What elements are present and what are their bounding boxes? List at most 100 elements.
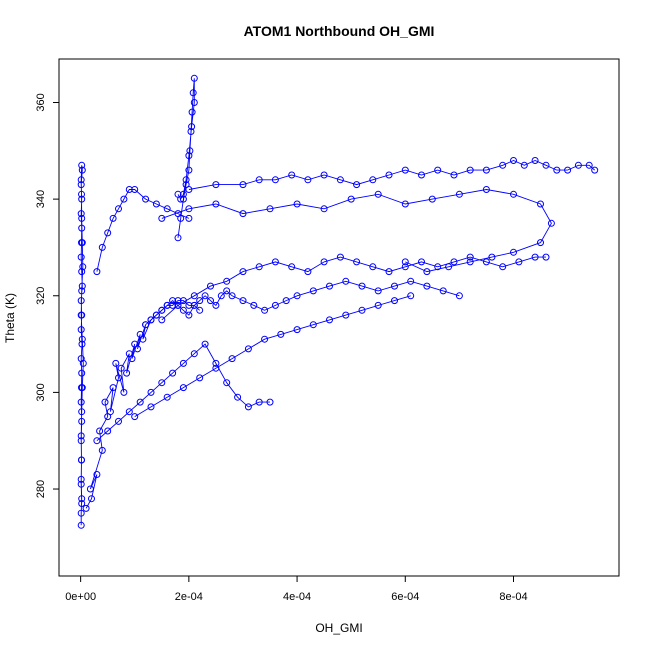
data-point — [293, 326, 301, 334]
data-point — [96, 427, 104, 435]
data-point — [78, 287, 86, 295]
data-point — [82, 504, 90, 512]
x-axis: 0e+00 2e-04 4e-04 6e-04 8e-04 — [65, 575, 528, 603]
data-point — [174, 297, 182, 305]
data-point — [304, 268, 312, 276]
data-series — [158, 253, 550, 324]
data-point — [450, 171, 458, 179]
data-point — [574, 161, 582, 169]
data-point — [115, 205, 122, 213]
data-point — [115, 374, 122, 382]
data-point — [120, 195, 128, 203]
data-point — [564, 166, 572, 174]
data-point — [104, 427, 112, 435]
data-point — [374, 287, 382, 295]
series-line — [134, 295, 411, 417]
y-axis-label: Theta (K) — [3, 293, 17, 343]
x-tick-label: 0e+00 — [65, 591, 96, 603]
data-point — [418, 171, 425, 179]
data-point — [78, 166, 86, 174]
data-point — [93, 437, 101, 445]
data-point — [499, 263, 507, 271]
data-point — [190, 99, 198, 106]
data-point — [86, 485, 94, 493]
data-point — [179, 384, 187, 392]
data-point — [374, 301, 382, 309]
data-point — [542, 253, 550, 261]
data-point — [293, 200, 301, 208]
data-point — [391, 297, 398, 305]
data-series — [93, 186, 193, 276]
x-axis-label: OH_GMI — [315, 621, 362, 635]
data-point — [531, 157, 539, 164]
data-point — [163, 393, 171, 401]
data-point — [125, 408, 133, 416]
data-point — [423, 282, 431, 290]
data-point — [77, 326, 85, 334]
data-point — [109, 384, 117, 392]
series-line — [96, 189, 190, 272]
data-point — [326, 316, 333, 324]
data-point — [239, 181, 247, 189]
data-point — [531, 253, 539, 261]
data-point — [182, 176, 190, 184]
data-point — [271, 301, 279, 309]
data-point — [93, 268, 101, 276]
data-point — [385, 268, 393, 276]
data-point — [320, 171, 328, 179]
data-point — [174, 301, 182, 309]
data-point — [88, 495, 95, 503]
data-point — [128, 355, 136, 363]
data-point — [261, 306, 269, 314]
data-point — [228, 355, 236, 363]
x-tick-label: 8e-04 — [499, 591, 527, 603]
data-point — [510, 190, 517, 198]
data-point — [185, 311, 193, 319]
data-point — [78, 282, 86, 290]
data-point — [147, 316, 155, 324]
y-axis: 280 300 320 340 360 — [35, 93, 60, 498]
data-point — [293, 292, 301, 300]
data-point — [163, 205, 171, 213]
data-point — [261, 335, 269, 343]
data-point — [542, 161, 550, 169]
data-point — [282, 297, 290, 305]
data-point — [169, 297, 177, 305]
y-tick-label: 320 — [35, 287, 47, 305]
data-point — [78, 495, 86, 503]
data-point — [358, 282, 366, 290]
data-series — [93, 340, 274, 445]
data-point — [434, 166, 442, 174]
series-line — [161, 189, 552, 273]
data-point — [482, 258, 490, 266]
data-point — [190, 292, 198, 300]
series-line — [96, 343, 270, 442]
chart-title: ATOM1 Northbound OH_GMI — [244, 23, 435, 39]
data-point — [77, 432, 85, 440]
data-point — [434, 263, 442, 271]
data-point — [428, 195, 436, 203]
x-tick-label: 4e-04 — [283, 591, 311, 603]
data-point — [77, 181, 85, 189]
data-point — [239, 268, 247, 276]
data-point — [188, 123, 196, 131]
data-point — [158, 214, 166, 222]
data-point — [510, 248, 517, 256]
series-line — [188, 160, 595, 190]
data-point — [207, 282, 214, 290]
data-point — [515, 258, 523, 266]
data-point — [77, 480, 85, 488]
data-point — [239, 210, 247, 218]
data-series — [77, 161, 87, 529]
data-point — [353, 258, 361, 266]
data-point — [466, 253, 474, 261]
data-point — [77, 437, 85, 445]
data-point — [499, 161, 507, 169]
data-point — [537, 239, 544, 247]
data-point — [266, 205, 274, 213]
data-point — [196, 374, 204, 382]
data-series — [82, 297, 204, 512]
data-point — [79, 263, 87, 271]
data-point — [326, 282, 333, 290]
